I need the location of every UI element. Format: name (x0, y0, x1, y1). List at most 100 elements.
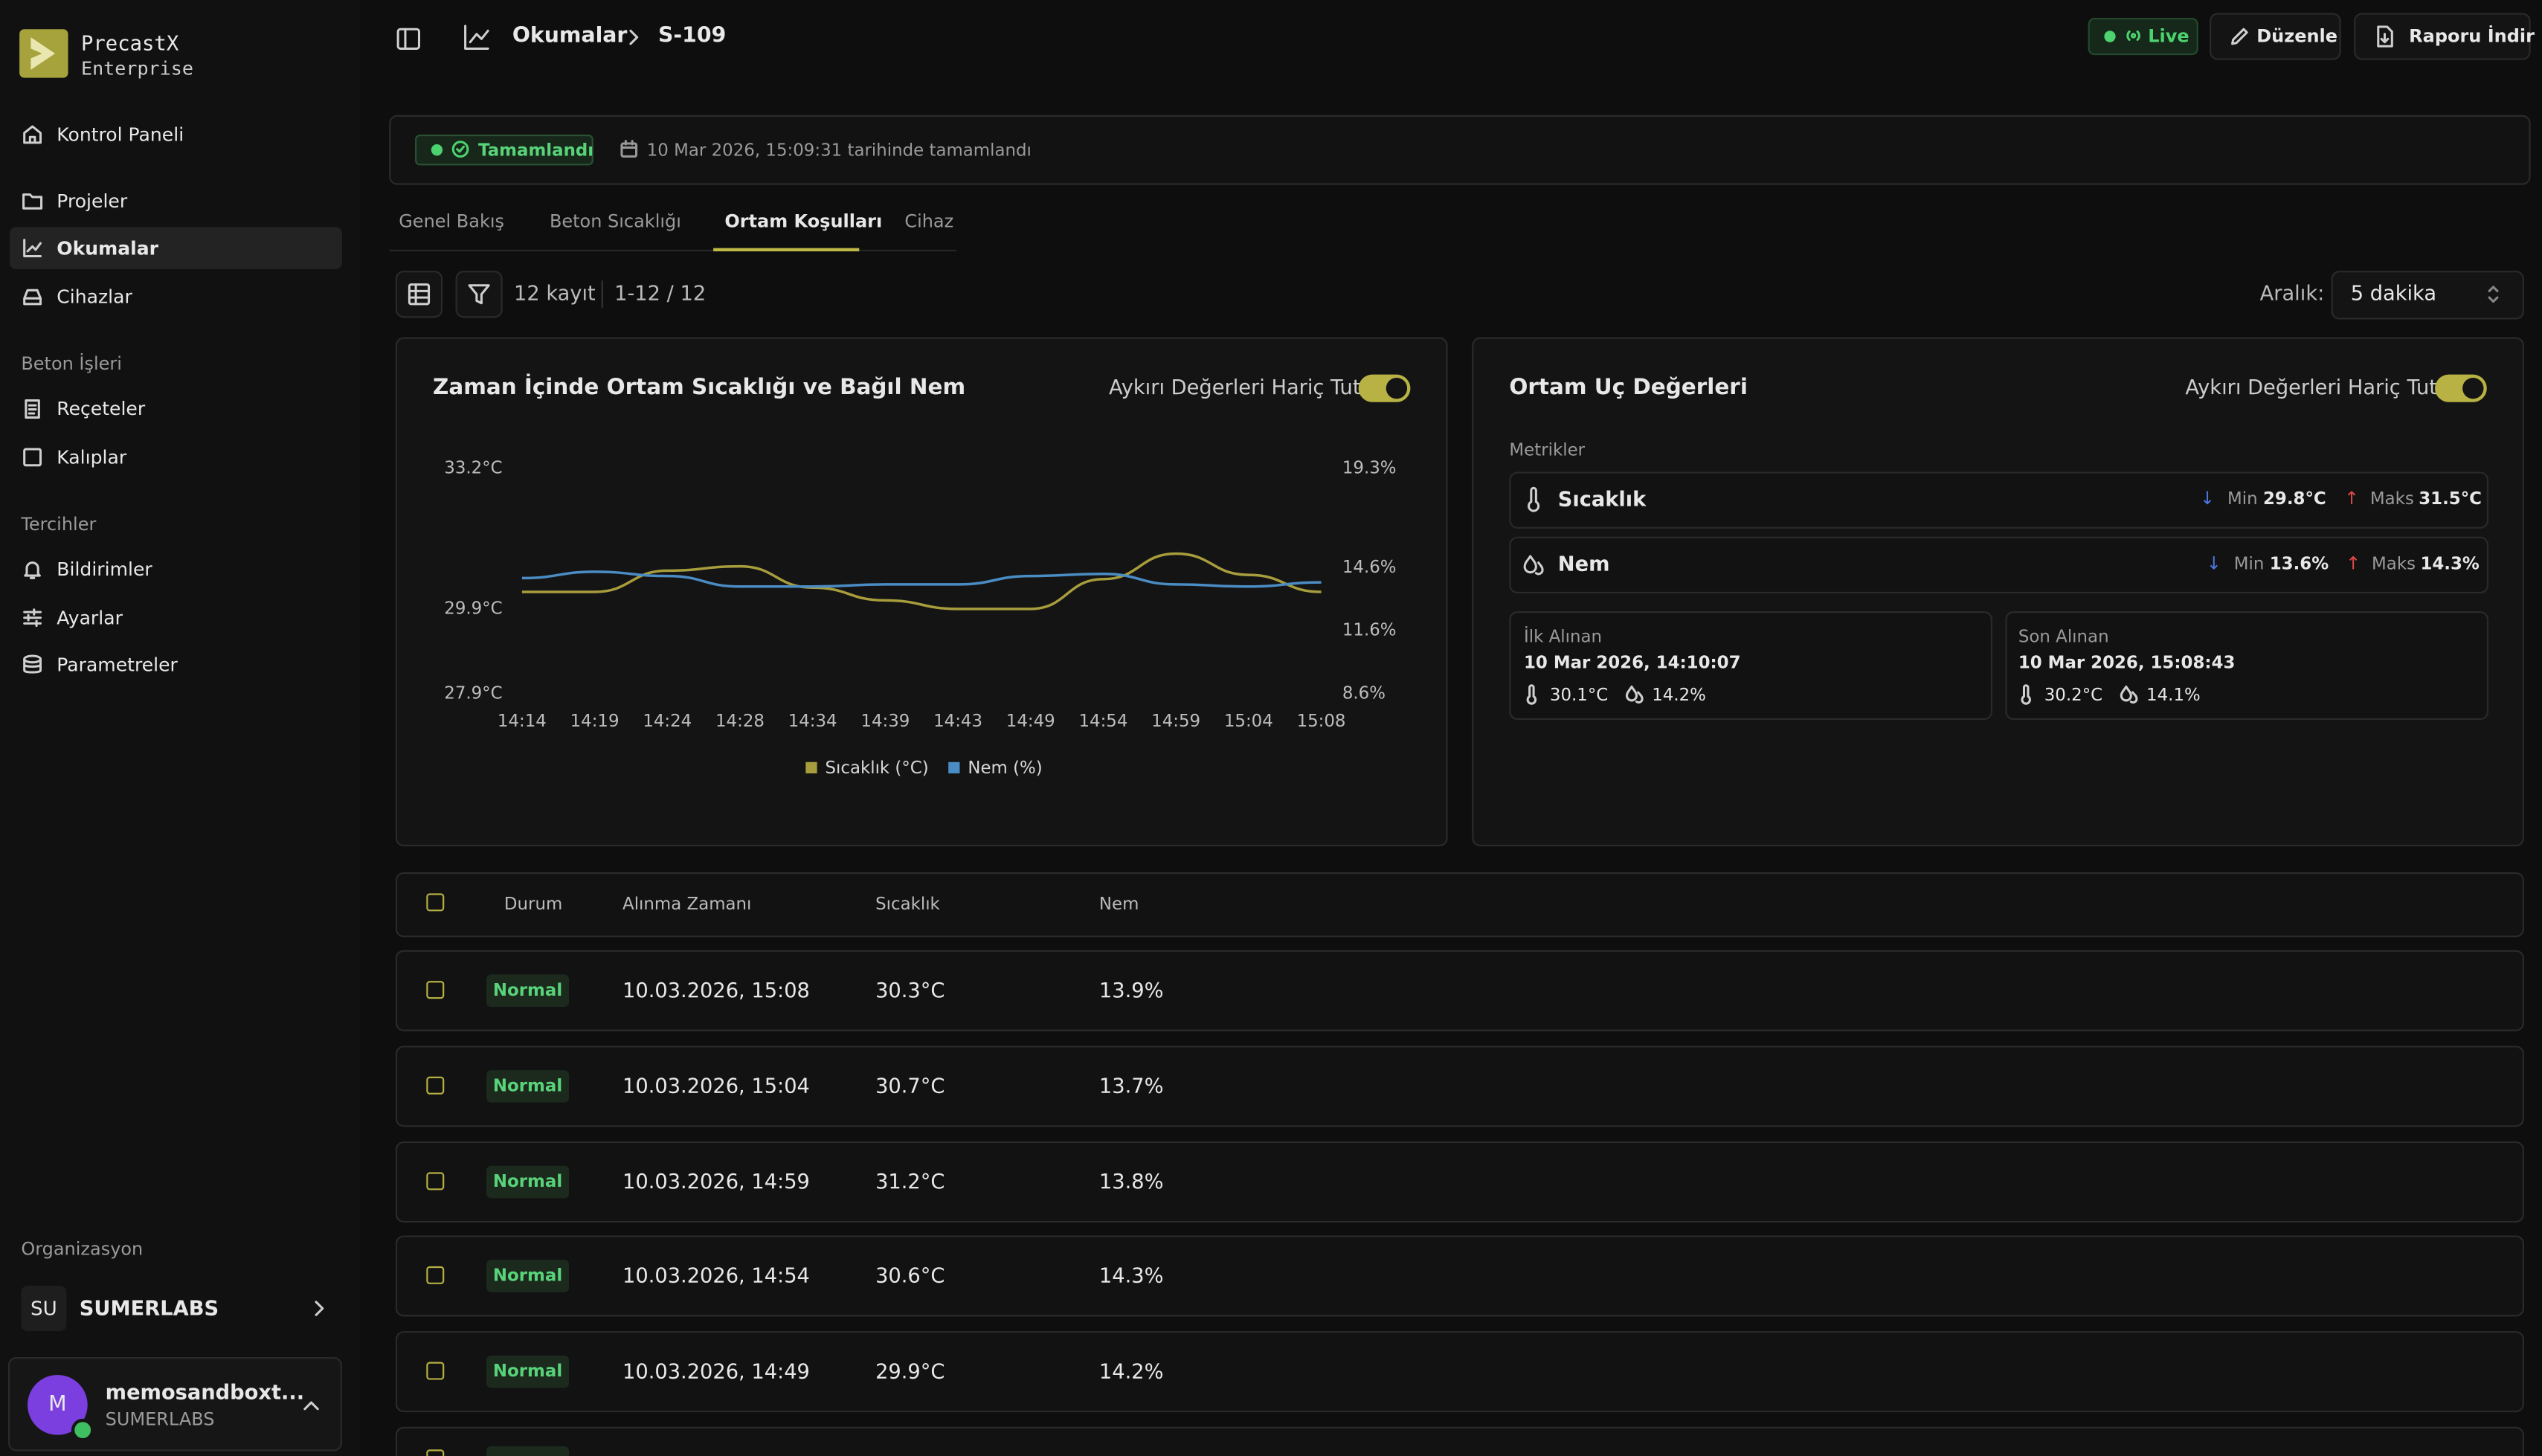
x-tick-label: 14:24 (643, 712, 692, 731)
metrics-label: Metrikler (1509, 441, 1586, 461)
org-name[interactable]: SUMERLABS (79, 1295, 219, 1320)
status-badge: Normal (486, 1355, 570, 1388)
first-label: İlk Alınan (1524, 627, 1603, 647)
x-tick-label: 14:49 (1006, 712, 1055, 731)
tab[interactable]: Beton Sıcaklığı (549, 210, 681, 232)
reading-time: 10.03.2026, 15:08 (622, 977, 810, 1002)
interval-value[interactable]: 5 dakika (2350, 280, 2437, 305)
last-reading (2005, 611, 2488, 721)
x-tick-label: 14:54 (1078, 712, 1127, 731)
legend-label: Sıcaklık (°C) (826, 758, 929, 778)
last-hum: 14.1% (2146, 686, 2201, 706)
x-tick-label: 14:59 (1151, 712, 1200, 731)
temperature: 30.6°C (875, 1263, 945, 1288)
metric-name: Nem (1557, 551, 1610, 576)
status-badge: Normal (486, 974, 570, 1008)
status-badge-partial (486, 1446, 570, 1456)
breadcrumb: S-109 (657, 24, 727, 49)
record-count: 12 kayıt (513, 280, 596, 305)
column-header[interactable]: Durum (503, 895, 563, 915)
nav-item[interactable]: Kalıplar (57, 445, 127, 469)
chart: 33.2°C 29.9°C 27.9°C 19.3% 14.6% 11.6% 8.6% 14:… (444, 459, 1397, 778)
nav-item[interactable]: Reçeteler (57, 397, 146, 420)
column-header[interactable]: Nem (1098, 895, 1139, 915)
row-checkbox[interactable] (426, 1171, 445, 1190)
table-row[interactable] (395, 950, 2524, 1031)
min-value: 13.6% (2269, 554, 2329, 574)
tab[interactable]: Cihaz (904, 210, 954, 232)
select-all[interactable] (426, 893, 445, 912)
first-hum: 14.2% (1652, 686, 1706, 706)
metric-name: Sıcaklık (1557, 486, 1647, 511)
column-header[interactable]: Alınma Zamanı (622, 895, 752, 915)
table-view-button[interactable] (395, 271, 443, 318)
max-arrow: ↑ (2346, 553, 2361, 574)
page-range: 1-12 / 12 (614, 280, 707, 305)
table-row[interactable] (395, 1045, 2524, 1127)
nav-item[interactable]: Projeler (57, 190, 128, 213)
status-badge (415, 134, 593, 166)
interval-label: Aralık: (2259, 280, 2325, 305)
download-text[interactable]: Raporu İndir (2409, 25, 2535, 48)
table-row[interactable] (395, 1236, 2524, 1318)
nav-item[interactable]: Bildirimler (57, 558, 152, 581)
nav-item[interactable]: Ayarlar (57, 606, 123, 629)
legend-swatch (805, 761, 817, 774)
legend-label: Nem (%) (968, 758, 1042, 778)
x-tick-label: 14:43 (933, 712, 982, 731)
min-arrow: ↓ (2206, 553, 2221, 574)
table-row[interactable] (395, 1140, 2524, 1222)
nav-item[interactable]: Parametreler (57, 653, 178, 677)
edit-text[interactable]: Düzenle (2256, 25, 2338, 48)
reading-time: 10.03.2026, 14:49 (622, 1359, 810, 1383)
nav-item[interactable]: Okumalar (57, 236, 159, 260)
column-header[interactable]: Sıcaklık (875, 895, 940, 915)
chart-title: Zaman İçinde Ortam Sıcaklığı ve Bağıl Ne… (433, 374, 966, 401)
temperature: 30.3°C (875, 977, 945, 1002)
y2-tick-label: 8.6% (1342, 684, 1386, 703)
reading-time: 10.03.2026, 14:54 (622, 1263, 810, 1288)
user-org: SUMERLABS (105, 1408, 215, 1431)
x-tick-label: 14:14 (498, 712, 547, 731)
tabs-line (389, 249, 957, 251)
status-badge: Normal (486, 1165, 570, 1198)
nav-item[interactable]: Kontrol Paneli (57, 123, 184, 146)
divider (601, 280, 603, 309)
series-line (521, 552, 1322, 611)
outlier-toggle[interactable] (2435, 374, 2487, 402)
filter-button[interactable] (455, 271, 503, 318)
row-checkbox[interactable] (426, 1266, 445, 1285)
status-dot (431, 144, 443, 156)
completed-at: 10 Mar 2026, 15:09:31 tarihinde tamamlan… (646, 141, 1032, 161)
tab[interactable]: Genel Bakış (399, 210, 504, 232)
y2-tick-label: 14.6% (1342, 558, 1397, 577)
nav-section: Tercihler (21, 514, 97, 535)
min-value: 29.8°C (2263, 489, 2326, 509)
table-row[interactable] (395, 1331, 2524, 1413)
row-checkbox[interactable] (426, 981, 445, 999)
download-button[interactable] (2354, 13, 2531, 60)
outlier-toggle[interactable] (1358, 374, 1411, 402)
temperature: 30.7°C (875, 1072, 945, 1098)
row-checkbox[interactable] (426, 1449, 445, 1456)
nav-item[interactable]: Cihazlar (57, 285, 132, 309)
humidity: 14.2% (1098, 1359, 1164, 1383)
logo (19, 29, 68, 78)
tab-active[interactable]: Ortam Koşulları (724, 210, 883, 232)
row-checkbox[interactable] (426, 1362, 445, 1380)
edit-button[interactable] (2210, 13, 2341, 60)
first-temp: 30.1°C (1549, 686, 1609, 706)
toggle-label: Aykırı Değerleri Hariç Tut (2185, 374, 2437, 399)
max-arrow: ↑ (2343, 488, 2360, 509)
interval-select[interactable] (2331, 271, 2524, 320)
status-text: Tamamlandı (478, 141, 594, 161)
live-dot (2104, 30, 2116, 42)
status-badge: Normal (486, 1069, 570, 1103)
min-label: Min (2227, 489, 2258, 509)
y2-tick-label: 19.3% (1342, 459, 1397, 478)
breadcrumb[interactable]: Okumalar (512, 24, 628, 49)
row-checkbox[interactable] (426, 1076, 445, 1095)
x-tick-label: 15:04 (1224, 712, 1273, 731)
x-tick-label: 14:19 (570, 712, 620, 731)
